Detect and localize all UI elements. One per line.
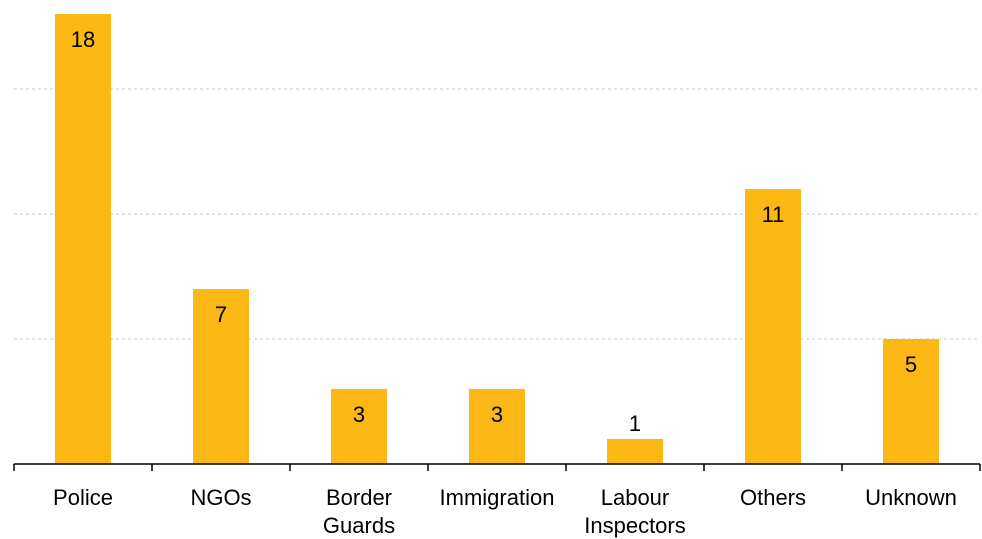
category-label-line: Immigration: [440, 485, 555, 510]
bar-6: [883, 339, 939, 464]
category-label-line: Guards: [323, 513, 395, 538]
data-label-0: 18: [71, 27, 95, 52]
data-label-2: 3: [353, 402, 365, 427]
category-label-5: Others: [740, 485, 806, 510]
bar-5: [745, 189, 801, 464]
category-label-2: Border Guards: [323, 485, 395, 538]
bar-1: [193, 289, 249, 464]
bar-0: [55, 14, 111, 464]
data-label-4: 1: [629, 411, 641, 436]
data-label-5: 11: [762, 202, 785, 227]
category-label-line: NGOs: [190, 485, 251, 510]
category-label-line: Labour: [601, 485, 670, 510]
category-label-line: Border: [326, 485, 392, 510]
category-label-3: Immigration: [440, 485, 555, 510]
category-label-6: Unknown: [865, 485, 957, 510]
data-label-6: 5: [905, 352, 917, 377]
category-label-1: NGOs: [190, 485, 251, 510]
data-label-1: 7: [215, 302, 227, 327]
x-axis: [13, 463, 981, 471]
category-labels: Police NGOs Border Guards Immigration Labour I…: [53, 485, 957, 538]
category-label-line: Police: [53, 485, 113, 510]
category-label-line: Unknown: [865, 485, 957, 510]
category-label-line: Others: [740, 485, 806, 510]
category-label-4: Labour Inspectors: [584, 485, 686, 538]
bar-4: [607, 439, 663, 464]
category-label-line: Inspectors: [584, 513, 686, 538]
gridlines: [14, 88, 980, 340]
bar-2: [331, 389, 387, 464]
category-label-0: Police: [53, 485, 113, 510]
data-label-3: 3: [491, 402, 503, 427]
bar-3: [469, 389, 525, 464]
